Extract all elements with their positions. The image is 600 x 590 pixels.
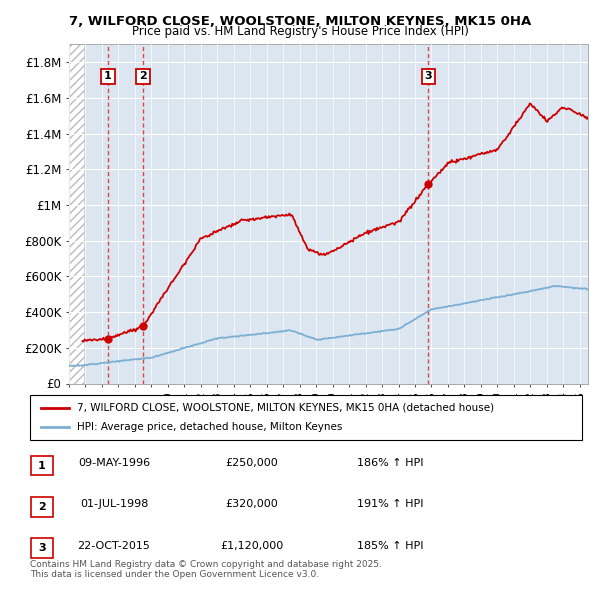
Text: Contains HM Land Registry data © Crown copyright and database right 2025.
This d: Contains HM Land Registry data © Crown c… — [30, 560, 382, 579]
Text: HPI: Average price, detached house, Milton Keynes: HPI: Average price, detached house, Milt… — [77, 422, 342, 432]
Text: 186% ↑ HPI: 186% ↑ HPI — [357, 458, 423, 468]
Text: 22-OCT-2015: 22-OCT-2015 — [77, 541, 151, 550]
Bar — [69, 44, 84, 384]
Text: £1,120,000: £1,120,000 — [220, 541, 284, 550]
FancyBboxPatch shape — [30, 395, 582, 440]
Text: 3: 3 — [425, 71, 432, 81]
Text: 2: 2 — [38, 502, 46, 512]
FancyBboxPatch shape — [31, 538, 53, 558]
Text: 185% ↑ HPI: 185% ↑ HPI — [357, 541, 423, 550]
Text: 2: 2 — [139, 71, 147, 81]
FancyBboxPatch shape — [31, 455, 53, 476]
Text: 01-JUL-1998: 01-JUL-1998 — [80, 500, 148, 509]
FancyBboxPatch shape — [31, 497, 53, 517]
Text: £320,000: £320,000 — [226, 500, 278, 509]
Text: Price paid vs. HM Land Registry's House Price Index (HPI): Price paid vs. HM Land Registry's House … — [131, 25, 469, 38]
Text: 1: 1 — [38, 461, 46, 470]
Text: 3: 3 — [38, 543, 46, 553]
Text: 191% ↑ HPI: 191% ↑ HPI — [357, 500, 423, 509]
Text: 7, WILFORD CLOSE, WOOLSTONE, MILTON KEYNES, MK15 0HA (detached house): 7, WILFORD CLOSE, WOOLSTONE, MILTON KEYN… — [77, 403, 494, 412]
Text: 7, WILFORD CLOSE, WOOLSTONE, MILTON KEYNES, MK15 0HA: 7, WILFORD CLOSE, WOOLSTONE, MILTON KEYN… — [69, 15, 531, 28]
Text: £250,000: £250,000 — [226, 458, 278, 468]
Text: 09-MAY-1996: 09-MAY-1996 — [78, 458, 150, 468]
Text: 1: 1 — [104, 71, 112, 81]
